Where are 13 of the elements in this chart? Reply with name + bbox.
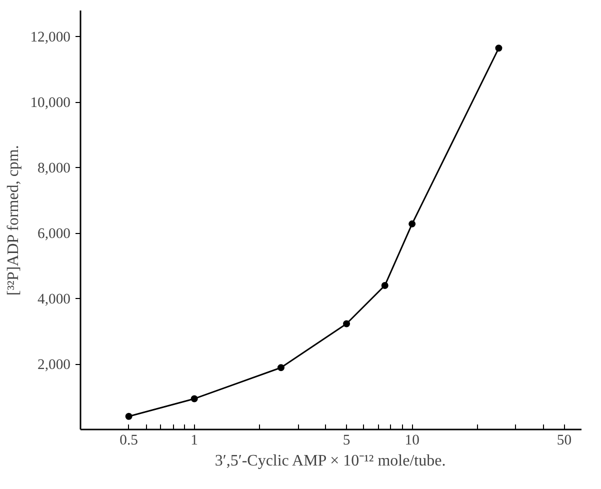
y-tick-label: 10,000 [30,95,71,112]
y-axis-title: [³²P]ADP formed, cpm. [5,145,22,296]
x-tick-label: 50 [556,432,572,448]
x-tick-label: 1 [190,432,198,448]
x-axis-title: 3′,5′-Cyclic AMP × 10⁻¹² mole/tube. [214,452,446,470]
y-tick-label: 12,000 [30,30,71,46]
x-tick-label: 0.5 [120,432,138,448]
y-tick-label: 6,000 [38,226,71,242]
y-tick-label: 8,000 [38,160,71,177]
y-tick-label: 4,000 [38,292,71,308]
y-tick-label: 2,000 [38,357,71,374]
x-tick-label: 5 [342,432,350,448]
x-tick-label: 10 [404,432,420,448]
